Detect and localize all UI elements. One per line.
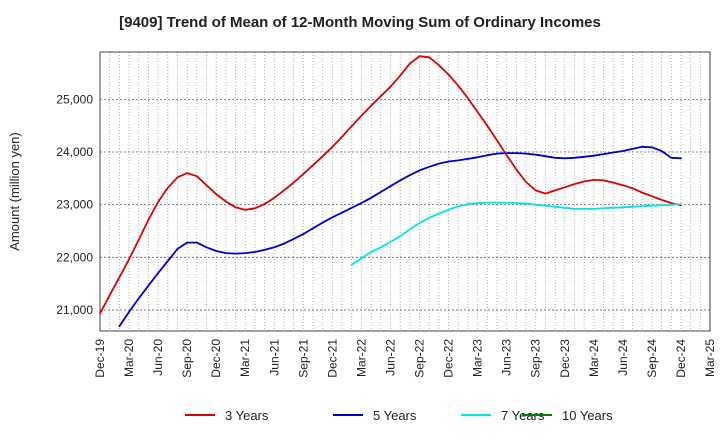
x-tick-label: Jun-24	[616, 339, 630, 376]
x-tick-label: Sep-24	[645, 339, 659, 378]
y-tick-label: 24,000	[56, 145, 93, 159]
x-tick-label: Mar-22	[354, 339, 368, 377]
x-tick-label: Jun-20	[151, 339, 165, 376]
y-tick-label: 25,000	[56, 92, 93, 106]
legend-label: 10 Years	[562, 408, 613, 423]
x-tick-label: Dec-20	[209, 339, 223, 378]
plot-area-frame	[99, 51, 711, 332]
y-axis-tick-labels: 21,000 22,000 23,000 24,000 25,000	[56, 92, 93, 317]
x-tick-label: Mar-21	[238, 339, 252, 377]
x-tick-label: Jun-23	[500, 339, 514, 376]
x-tick-label: Dec-21	[325, 339, 339, 378]
x-tick-label: Mar-24	[587, 339, 601, 377]
x-tick-label: Jun-22	[383, 339, 397, 376]
legend: 3 Years 5 Years 7 Years 10 Years	[185, 408, 613, 423]
x-tick-label: Mar-20	[122, 339, 136, 377]
series-line-3-years	[99, 55, 682, 315]
x-tick-label: Dec-23	[558, 339, 572, 378]
y-tick-label: 23,000	[56, 198, 93, 212]
x-tick-label: Sep-20	[180, 339, 194, 378]
legend-label: 3 Years	[225, 408, 269, 423]
grid	[100, 52, 710, 331]
x-tick-label: Dec-24	[674, 339, 688, 378]
y-tick-label: 21,000	[56, 303, 93, 317]
x-tick-label: Dec-19	[93, 339, 107, 378]
x-tick-label: Jun-21	[267, 339, 281, 376]
y-tick-label: 22,000	[56, 250, 93, 264]
series-line-5-years	[118, 145, 682, 328]
x-tick-label: Dec-22	[442, 339, 456, 378]
series-lines	[99, 55, 682, 328]
legend-label: 5 Years	[373, 408, 417, 423]
y-axis-title: Amount (million yen)	[7, 132, 22, 251]
x-tick-label: Mar-25	[703, 339, 717, 377]
chart-title: [9409] Trend of Mean of 12-Month Moving …	[119, 14, 601, 31]
x-tick-label: Sep-22	[413, 339, 427, 378]
series-line-7-years	[350, 201, 682, 266]
x-axis-tick-labels: Dec-19 Mar-20 Jun-20 Sep-20 Dec-20 Mar-21 Jun-…	[93, 339, 717, 378]
x-tick-label: Sep-23	[529, 339, 543, 378]
x-tick-label: Sep-21	[296, 339, 310, 378]
x-tick-label: Mar-23	[471, 339, 485, 377]
